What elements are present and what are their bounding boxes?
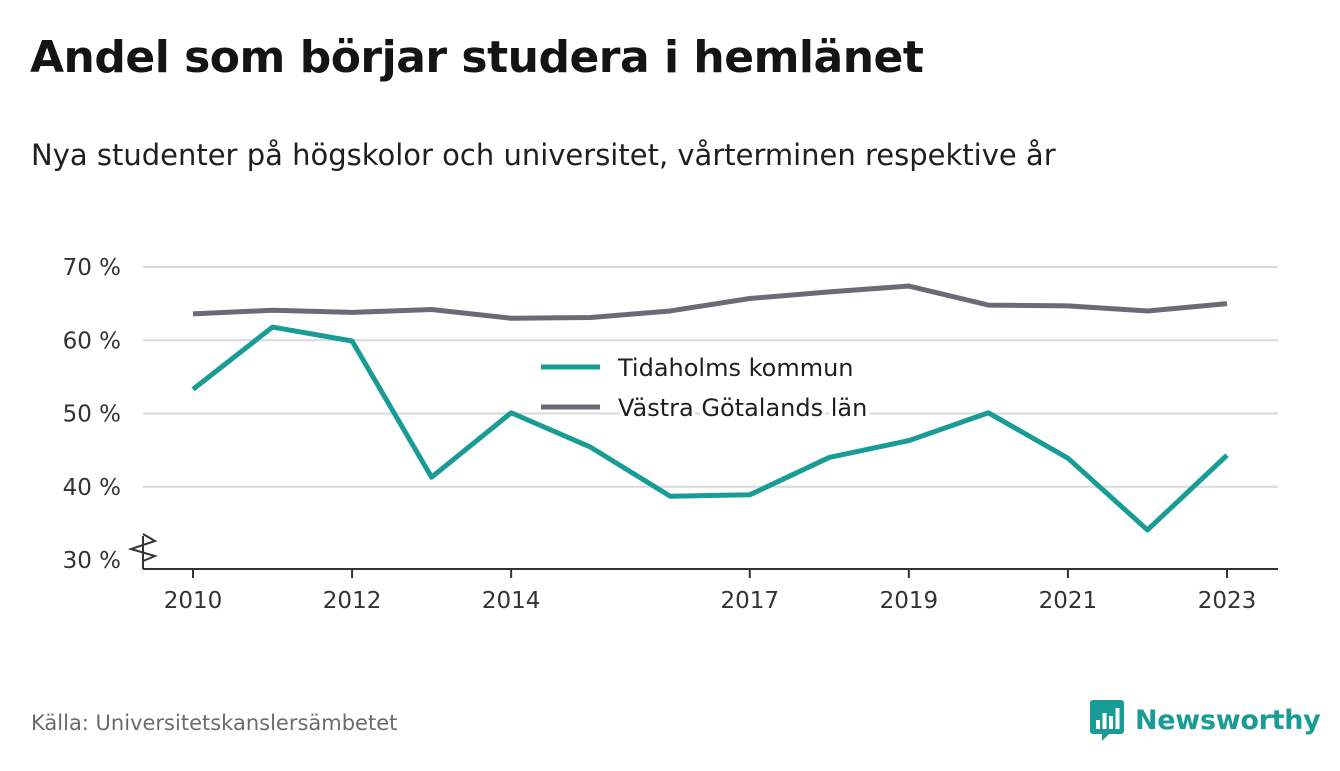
y-tick-label: 30 % [63,548,121,574]
x-tick-label: 2021 [1039,588,1098,614]
brand-name: Newsworthy [1135,704,1321,736]
series-line-vastra-gotaland [192,283,1228,321]
x-tick-label: 2012 [323,588,382,614]
y-tick-label: 40 % [63,475,121,501]
y-tick-label: 60 % [63,328,121,354]
chart-subtitle: Nya studenter på högskolor och universit… [31,138,1056,172]
chart-title: Andel som börjar studera i hemlänet [30,32,924,83]
brand-logo: Newsworthy [1089,698,1321,742]
x-tick-label: 2017 [720,588,779,614]
x-tick-label: 2023 [1198,588,1257,614]
legend-label: Tidaholms kommun [617,354,854,382]
y-axis-break-marker [127,533,158,562]
source-note: Källa: Universitetskanslersämbetet [31,711,398,735]
x-tick-label: 2010 [164,588,223,614]
y-tick-label: 70 % [63,255,121,281]
series-line-tidaholm [191,324,1229,533]
line-chart: 30 % 40 % 50 % 60 % 70 % 2010 2012 2014 2017 2019… [63,255,1278,614]
x-tick-label: 2014 [482,588,541,614]
legend-label: Västra Götalands län [618,394,867,422]
x-tick-label: 2019 [880,588,939,614]
bar-chart-speech-bubble-icon [1090,700,1124,741]
y-tick-label: 50 % [63,402,121,428]
